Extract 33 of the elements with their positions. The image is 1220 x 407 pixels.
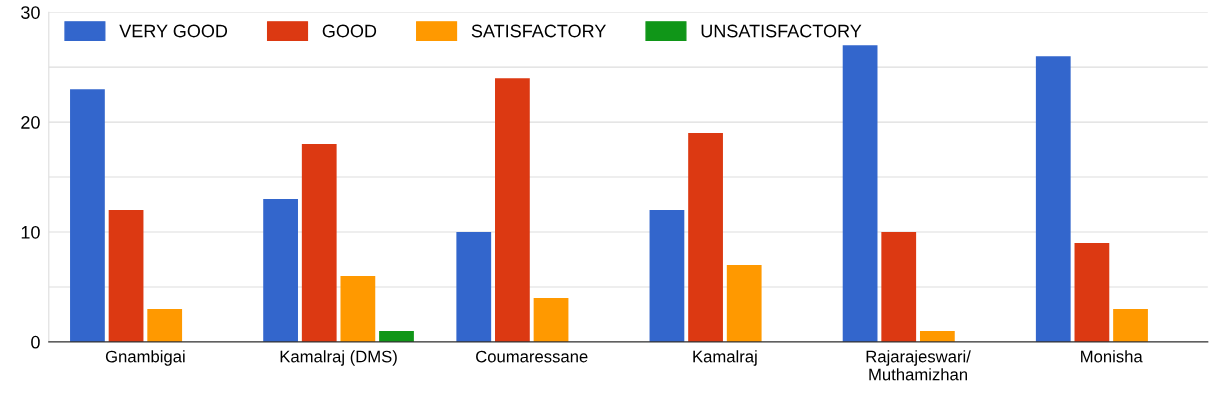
- x-tick-label: Kamalraj (DMS): [280, 350, 397, 366]
- legend-label: VERY GOOD: [119, 24, 228, 38]
- bar: [495, 78, 530, 342]
- legend-label: UNSATISFACTORY: [701, 24, 862, 38]
- bar: [108, 210, 144, 342]
- bar: [379, 330, 414, 342]
- legend-label: GOOD: [322, 24, 377, 38]
- legend-label: SATISFACTORY: [471, 24, 606, 38]
- bar: [726, 264, 762, 342]
- bar: [881, 231, 917, 342]
- y-tick-label: 0: [31, 335, 40, 349]
- bar: [1035, 56, 1071, 342]
- bar: [919, 330, 955, 342]
- bar: [533, 297, 569, 342]
- bar: [1113, 308, 1148, 342]
- bar: [649, 210, 685, 342]
- bar: [1074, 242, 1110, 342]
- bar: [842, 45, 878, 342]
- bar: [70, 89, 105, 342]
- bar: [301, 144, 337, 342]
- x-tick-label: Rajarajeswari/ Muthamizhan: [866, 350, 971, 381]
- bar: [688, 133, 723, 342]
- x-tick-label: Coumaressane: [476, 350, 588, 363]
- x-tick-label: Kamalraj: [693, 350, 757, 366]
- bar: [340, 275, 376, 342]
- bar: [263, 199, 298, 342]
- x-tick-label: Monisha: [1081, 350, 1143, 363]
- bar: [456, 231, 492, 342]
- y-tick-label: 30: [21, 6, 40, 19]
- y-tick-label: 10: [21, 225, 40, 239]
- bar: [147, 308, 183, 342]
- y-tick-label: 20: [21, 116, 40, 129]
- x-tick-label: Gnambigai: [105, 350, 185, 366]
